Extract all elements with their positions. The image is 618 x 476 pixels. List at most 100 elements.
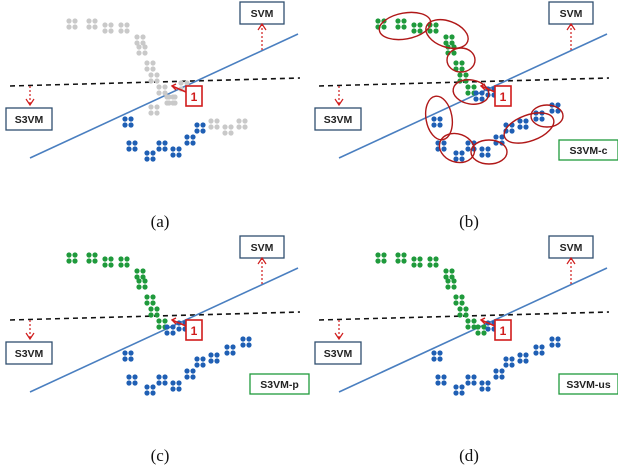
panel-c-green-cluster-1-dot-0 <box>86 252 92 258</box>
panel-d-blue-cluster-8 <box>533 344 545 356</box>
panel-a-blue-cluster-5-dot-0 <box>184 134 190 140</box>
panel-a-blue-cluster-8-dot-2 <box>222 130 228 136</box>
panel-a-green-cluster-7-dot-1 <box>154 72 160 78</box>
panel-c-green-cluster-3-dot-2 <box>118 262 124 268</box>
panel-c-blue-cluster-5-dot-2 <box>184 374 190 380</box>
panel-a-s3vm-label: S3VM <box>5 107 53 131</box>
panel-a-green-cluster-0-dot-2 <box>66 24 72 30</box>
panel-c-blue-cluster-8 <box>224 344 236 356</box>
caption-d: (d) <box>459 446 479 465</box>
panel-b-blue-cluster-7-dot-0 <box>517 118 523 124</box>
panel-d-green-cluster-6 <box>453 294 465 306</box>
panel-c-green-cluster-5-dot-2 <box>136 284 142 290</box>
panel-a-blue-cluster-9-dot-0 <box>236 118 242 124</box>
panel-d-svm-label-text: SVM <box>560 242 583 254</box>
panel-b-group-ellipse-8 <box>530 104 564 128</box>
panel-d-green-cluster-5 <box>445 278 457 290</box>
panel-a-marker-arrowhead <box>170 83 177 91</box>
panel-c-green-cluster-7-dot-1 <box>154 306 160 312</box>
panel-b-green-cluster-4-dot-3 <box>449 40 455 46</box>
panel-b-green-cluster-3-dot-3 <box>433 28 439 34</box>
panel-d-green-cluster-3-dot-0 <box>427 256 433 262</box>
panel-b-green-cluster-2 <box>411 22 423 34</box>
panel-d-blue-cluster-4-dot-0 <box>479 380 485 386</box>
panel-d-blue-cluster-5 <box>493 368 505 380</box>
panel-a-green-cluster-3 <box>118 22 130 34</box>
panel-a-blue-cluster-1-dot-1 <box>132 140 138 146</box>
panel-d-green-cluster-3-dot-3 <box>433 262 439 268</box>
panel-c-s3vm-label-frame <box>5 341 53 365</box>
panel-a-blue-cluster-1-dot-2 <box>126 146 132 152</box>
panel-a-blue-cluster-4-dot-1 <box>176 146 182 152</box>
panel-a-blue-cluster-3-dot-1 <box>162 140 168 146</box>
panel-a-blue-cluster-5-dot-3 <box>190 140 196 146</box>
panel-a-green-cluster-4-dot-2 <box>134 40 140 46</box>
panel-c-blue-cluster-10-dot-3 <box>170 330 176 336</box>
panel-b-blue-cluster-4-dot-2 <box>479 152 485 158</box>
panel-a-green-cluster-6-dot-1 <box>150 60 156 66</box>
panel-c-blue-cluster-9-dot-3 <box>246 342 252 348</box>
panel-a-blue-cluster-5-dot-2 <box>184 140 190 146</box>
panel-a-blue-cluster-2-dot-1 <box>150 150 156 156</box>
panel-d-blue-cluster-3-dot-2 <box>465 380 471 386</box>
panel-d-blue-cluster-2-dot-2 <box>453 390 459 396</box>
panel-b-blue-cluster-5-dot-0 <box>493 134 499 140</box>
panel-b-green-cluster-1-dot-0 <box>395 18 401 24</box>
panel-d-green-cluster-2-dot-2 <box>411 262 417 268</box>
panel-a-blue-cluster-5 <box>184 134 196 146</box>
panel-d-blue-cluster-2-dot-0 <box>453 384 459 390</box>
panel-c-blue-cluster-0-dot-2 <box>122 356 128 362</box>
panel-a-blue-cluster-8 <box>222 124 234 136</box>
panel-a-gray-cluster-2-dot-0 <box>148 104 154 110</box>
panel-d-green-cluster-7 <box>457 306 469 318</box>
panel-a-green-cluster-2-dot-0 <box>102 22 108 28</box>
panel-c-blue-cluster-10 <box>164 324 176 336</box>
panel-a-green-cluster-8-dot-0 <box>156 84 162 90</box>
panel-d-green-cluster-4-dot-1 <box>449 268 455 274</box>
panel-a: SVM S3VM 1 <box>5 1 301 162</box>
panel-d-blue-cluster-1-dot-0 <box>435 374 441 380</box>
panel-c-blue-cluster-9 <box>240 336 252 348</box>
panel-c-blue-cluster-6 <box>194 356 206 368</box>
panel-c-green-cluster-3 <box>118 256 130 268</box>
panel-d-green-cluster-2-dot-0 <box>411 256 417 262</box>
panel-a-blue-cluster-7-dot-2 <box>208 124 214 130</box>
panel-a-green-cluster-1 <box>86 18 98 30</box>
panel-b-green-cluster-4-dot-0 <box>443 34 449 40</box>
panel-c-blue-cluster-2-dot-2 <box>144 390 150 396</box>
caption-b: (b) <box>459 212 479 231</box>
panel-a-s3vm-label-frame <box>5 107 53 131</box>
panel-d-blue-cluster-1-dot-1 <box>441 374 447 380</box>
panel-d-s3vm-label-frame <box>314 341 362 365</box>
panel-d-variant-label-frame <box>558 373 618 395</box>
panel-b-green-cluster-6-dot-0 <box>453 60 459 66</box>
panel-a-green-cluster-0-dot-0 <box>66 18 72 24</box>
panel-b-s3vm-label-frame <box>314 107 362 131</box>
panel-c-blue-cluster-0-dot-1 <box>128 350 134 356</box>
panel-b-blue-cluster-10-dot-2 <box>473 96 479 102</box>
panel-a-blue-cluster-1-dot-3 <box>132 146 138 152</box>
panel-a-blue-cluster-2-dot-2 <box>144 156 150 162</box>
panel-a-gray-cluster-0-dot-1 <box>170 94 176 100</box>
panel-d-blue-cluster-0-dot-2 <box>431 356 437 362</box>
panel-c-green-cluster-1 <box>86 252 98 264</box>
panel-b-blue-cluster-2 <box>453 150 465 162</box>
panel-d-blue-cluster-6-dot-1 <box>509 356 515 362</box>
panel-b-variant-label-frame <box>558 139 618 161</box>
panel-a-gray-cluster-0-dot-2 <box>164 100 170 106</box>
panel-b-blue-cluster-4-dot-3 <box>485 152 491 158</box>
panel-c-blue-cluster-3-dot-2 <box>156 380 162 386</box>
panel-a-marker-text: 1 <box>191 90 198 104</box>
panel-d-svm-arrowhead <box>566 256 576 265</box>
panel-a-green-cluster-5-dot-2 <box>136 50 142 56</box>
panel-b-blue-cluster-9-dot-1 <box>555 102 561 108</box>
panel-b-blue-cluster-7 <box>517 118 529 130</box>
panel-a-blue-cluster-4 <box>170 146 182 158</box>
panel-b-blue-cluster-2-dot-1 <box>459 150 465 156</box>
panel-a-gray-cluster-0-dot-0 <box>164 94 170 100</box>
panel-a-green-cluster-6-dot-3 <box>150 66 156 72</box>
panel-b-green-cluster-3-dot-2 <box>427 28 433 34</box>
panel-a-green-cluster-5-dot-0 <box>136 44 142 50</box>
panel-d-green-cluster-8-dot-1 <box>471 318 477 324</box>
